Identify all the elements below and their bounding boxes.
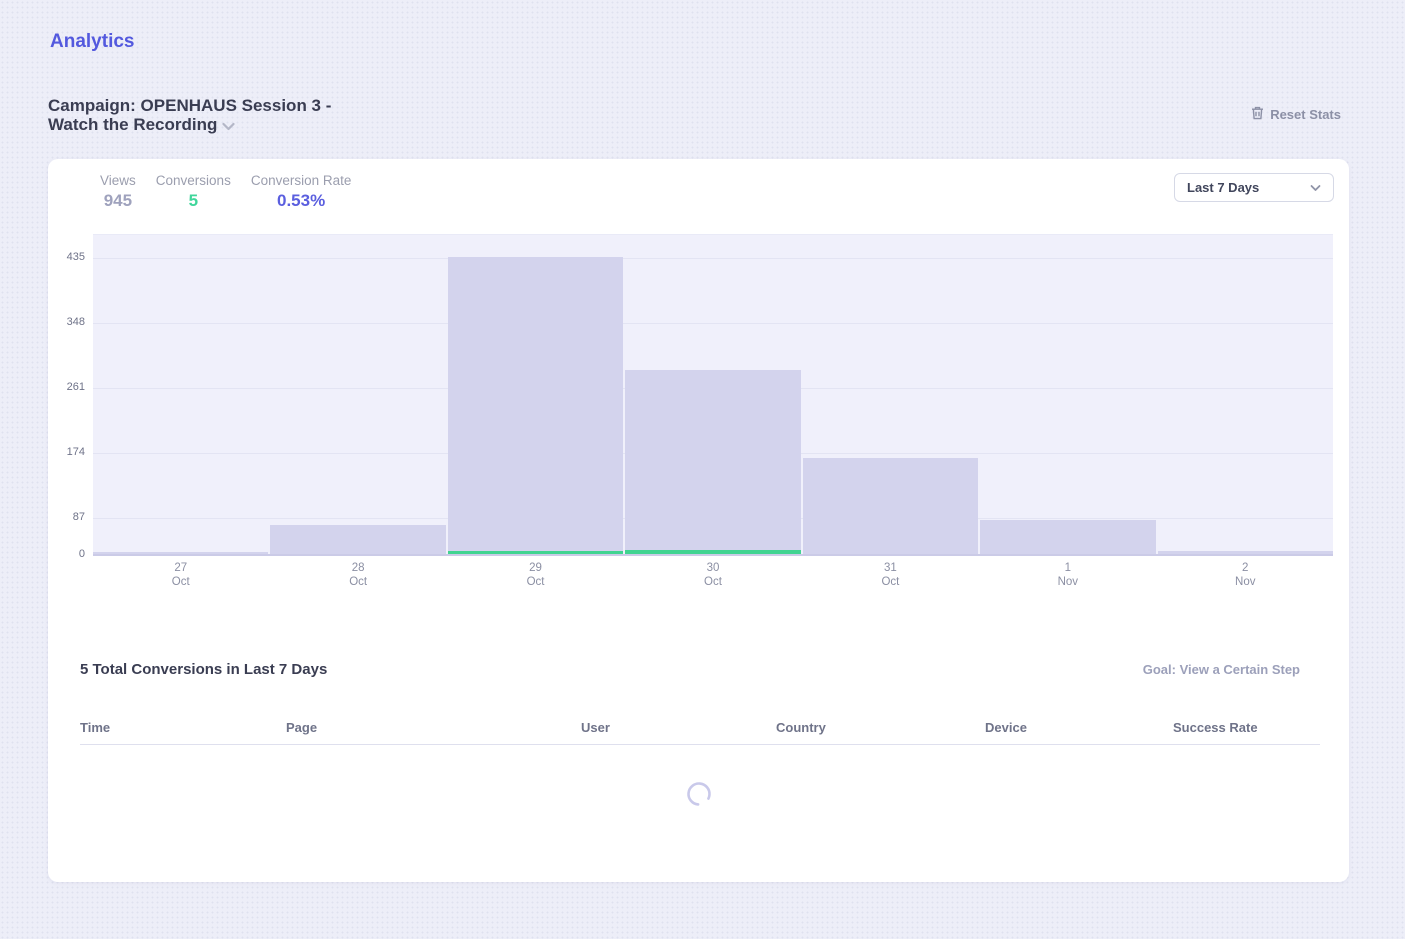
chart-plot-area [93, 234, 1333, 556]
bar-views-27-Oct[interactable] [93, 552, 269, 554]
stat-conversion-rate-value: 0.53% [277, 191, 326, 210]
x-axis-label: 28 Oct [349, 562, 368, 588]
conversions-header-row: 5 Total Conversions in Last 7 Days Goal:… [80, 661, 1320, 678]
x-axis-label: 27 Oct [171, 562, 190, 588]
stat-conversions-label: Conversions [155, 173, 231, 188]
campaign-header-row: Campaign: OPENHAUS Session 3 - Watch the… [48, 96, 1349, 135]
page-title: Analytics [50, 31, 135, 52]
x-axis-label: 31 Oct [881, 562, 900, 588]
column-header-time: Time [80, 720, 111, 735]
column-header-country: Country [776, 720, 826, 735]
conversions-heading: 5 Total Conversions in Last 7 Days [80, 661, 328, 678]
goal-label: Goal: View a Certain Step [1142, 662, 1300, 677]
column-header-user: User [581, 720, 610, 735]
bar-conversions-29-Oct [447, 551, 624, 554]
x-axis-label: 1 Nov [1057, 562, 1079, 588]
trash-icon [1251, 106, 1264, 123]
y-axis-tick: 435 [66, 251, 85, 263]
bar-views-29-Oct[interactable] [447, 257, 624, 554]
date-range-select[interactable]: Last 7 Days [1174, 173, 1334, 202]
views-bar-chart: 435 348 261 174 87 0 [67, 234, 1333, 560]
reset-stats-label: Reset Stats [1270, 107, 1341, 122]
bar-views-2-Nov[interactable] [1157, 550, 1333, 554]
stats-toolbar: Views 945 Conversions 5 Conversion Rate … [48, 159, 1349, 211]
column-header-device: Device [985, 720, 1027, 735]
x-axis-label: 2 Nov [1235, 562, 1256, 588]
stat-conversions: Conversions 5 [156, 173, 231, 211]
spinner-icon [686, 781, 712, 812]
stat-conversion-rate-label: Conversion Rate [250, 173, 352, 188]
bar-views-31-Oct[interactable] [802, 458, 979, 554]
stat-views: Views 945 [100, 173, 136, 211]
stats-row: Views 945 Conversions 5 Conversion Rate … [100, 173, 351, 211]
column-header-success-rate: Success Rate [1173, 720, 1258, 735]
y-axis-tick: 87 [72, 511, 85, 523]
analytics-card: Views 945 Conversions 5 Conversion Rate … [48, 159, 1349, 882]
chevron-down-icon [222, 116, 235, 135]
y-axis-tick: 0 [78, 548, 85, 560]
stat-views-label: Views [100, 173, 136, 188]
loading-area [48, 781, 1349, 812]
gridline [93, 258, 1333, 259]
chart-x-axis: 27 Oct 28 Oct 29 Oct 30 Oct 31 Oct 1 Nov 2 Nov [93, 561, 1333, 589]
y-axis-tick: 348 [66, 316, 85, 328]
y-axis-tick: 261 [66, 381, 85, 393]
stat-conversion-rate: Conversion Rate 0.53% [251, 173, 352, 211]
column-header-page: Page [286, 720, 318, 735]
campaign-selector[interactable]: Campaign: OPENHAUS Session 3 - Watch the… [48, 96, 360, 135]
bar-views-30-Oct[interactable] [625, 369, 801, 554]
analytics-page: Analytics Campaign: OPENHAUS Session 3 -… [48, 31, 1349, 882]
bar-views-28-Oct[interactable] [270, 524, 446, 554]
x-axis-baseline [93, 554, 1333, 556]
reset-stats-button[interactable]: Reset Stats [1251, 106, 1341, 123]
gridline [93, 323, 1333, 324]
bars-container [93, 235, 1333, 554]
chevron-down-icon [1310, 180, 1321, 195]
campaign-title: Campaign: OPENHAUS Session 3 - Watch the… [48, 96, 332, 134]
conversions-table-header: Time Page User Country Device Success Rate [80, 720, 1320, 745]
y-axis-tick: 174 [66, 446, 85, 458]
bar-conversions-30-Oct [625, 550, 801, 554]
x-axis-label: 29 Oct [526, 562, 545, 588]
stat-conversions-value: 5 [188, 191, 199, 210]
x-axis-label: 30 Oct [704, 562, 722, 588]
bar-views-1-Nov[interactable] [980, 519, 1156, 554]
date-range-value: Last 7 Days [1187, 180, 1260, 195]
stat-views-value: 945 [103, 191, 133, 210]
